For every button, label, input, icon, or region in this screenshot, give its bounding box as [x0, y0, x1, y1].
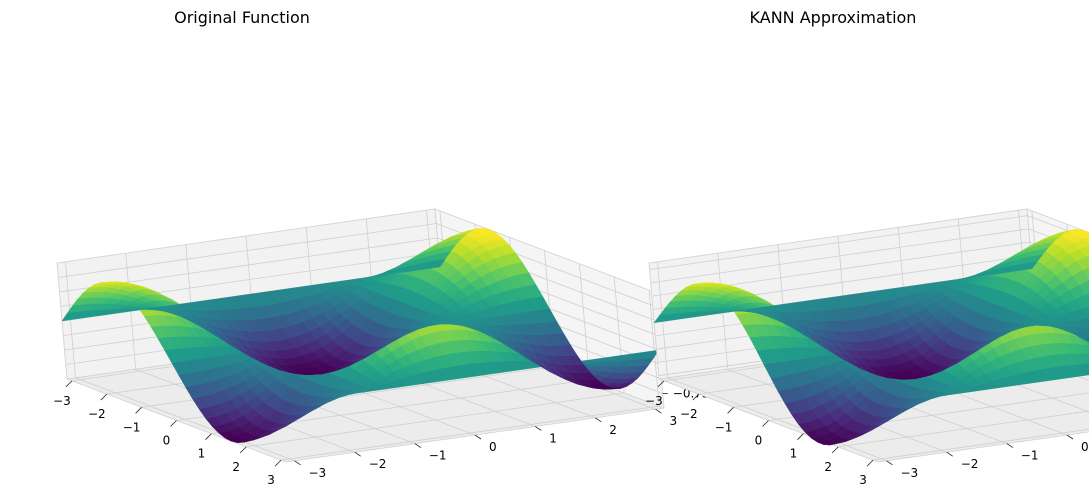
- surface-plot: [653, 229, 1089, 446]
- surface-patch: [1084, 326, 1089, 332]
- x-tick-mark: [831, 446, 839, 454]
- x-tick-label: −2: [88, 407, 106, 421]
- surface-patch: [429, 258, 446, 269]
- x-tick-label: −3: [53, 394, 71, 408]
- surface-patch: [1083, 237, 1089, 244]
- surface-patch: [1087, 338, 1089, 341]
- x-tick-mark: [727, 407, 734, 414]
- y-tick-mark: [1006, 443, 1014, 448]
- y-tick-label: 2: [609, 423, 617, 437]
- y-tick-mark: [595, 417, 602, 423]
- y-gridline: [667, 377, 887, 462]
- x-tick-label: 2: [824, 460, 832, 474]
- x-tick-label: 1: [198, 447, 206, 461]
- y-tick-label: 0: [489, 440, 497, 454]
- axis-ticks: −3−2−10123−3−2−10123−0.8−0.6−0.4−0.20.00…: [645, 380, 1089, 487]
- y-tick-label: −2: [369, 457, 387, 471]
- x-tick-label: −2: [680, 407, 698, 421]
- subplot-kann-approximation: KANN Approximation −3−2−10123−3−2−10123−…: [645, 8, 1089, 487]
- z-gridline: [650, 228, 1029, 284]
- surface-plot: [61, 228, 660, 443]
- y-tick-mark: [534, 426, 542, 431]
- y-tick-label: −1: [1021, 449, 1039, 463]
- surface-patch: [1085, 255, 1089, 261]
- z-gridline: [1027, 215, 1089, 240]
- y-tick-mark: [474, 434, 482, 440]
- y-tick-mark: [354, 451, 361, 457]
- x-tick-label: 2: [232, 460, 240, 474]
- y-tick-label: −3: [901, 466, 919, 480]
- z-gridline: [58, 223, 437, 278]
- x-tick-mark: [170, 420, 177, 427]
- surface-patch: [1082, 306, 1089, 318]
- x-tick-label: −1: [715, 420, 733, 434]
- x-tick-mark: [205, 433, 212, 440]
- z-gridline: [649, 215, 1028, 270]
- y-tick-label: −3: [309, 466, 327, 480]
- chart-title: Original Function: [174, 8, 310, 27]
- y-tick-mark: [946, 451, 953, 457]
- y-gridline: [75, 377, 295, 462]
- x-tick-mark: [657, 380, 665, 388]
- x-tick-label: 3: [859, 473, 867, 487]
- x-tick-label: 3: [267, 473, 275, 487]
- x-tick-mark: [762, 420, 769, 427]
- x-tick-label: −1: [123, 420, 141, 434]
- y-tick-mark: [414, 443, 422, 448]
- surface-patch: [1086, 363, 1089, 368]
- y-tick-mark: [1066, 434, 1074, 440]
- x-tick-mark: [135, 407, 142, 414]
- x-tick-mark: [239, 446, 247, 454]
- y-tick-label: 1: [549, 431, 557, 445]
- surface-patch: [1082, 338, 1089, 343]
- x-tick-mark: [692, 393, 700, 401]
- chart-title: KANN Approximation: [750, 8, 917, 27]
- surface-patch: [1021, 261, 1038, 271]
- y-tick-label: 3: [670, 414, 678, 428]
- y-tick-label: −2: [961, 457, 979, 471]
- x-tick-mark: [866, 459, 874, 467]
- x-tick-label: 0: [163, 434, 171, 448]
- x-tick-label: 0: [755, 434, 763, 448]
- x-tick-mark: [797, 433, 804, 440]
- x-tick-label: −3: [645, 394, 663, 408]
- y-tick-mark: [294, 460, 301, 466]
- x-tick-mark: [100, 393, 108, 401]
- surface-patch: [1085, 293, 1089, 300]
- x-tick-label: 1: [790, 447, 798, 461]
- y-tick-mark: [655, 408, 662, 414]
- y-tick-label: 0: [1081, 440, 1089, 454]
- subplot-original-function: Original Function −3−2−10123−3−2−10123−0…: [53, 8, 710, 487]
- surface-patch: [1082, 266, 1089, 280]
- y-tick-mark: [886, 460, 893, 466]
- x-tick-mark: [274, 459, 282, 467]
- x-tick-mark: [65, 380, 73, 388]
- y-tick-label: −1: [429, 449, 447, 463]
